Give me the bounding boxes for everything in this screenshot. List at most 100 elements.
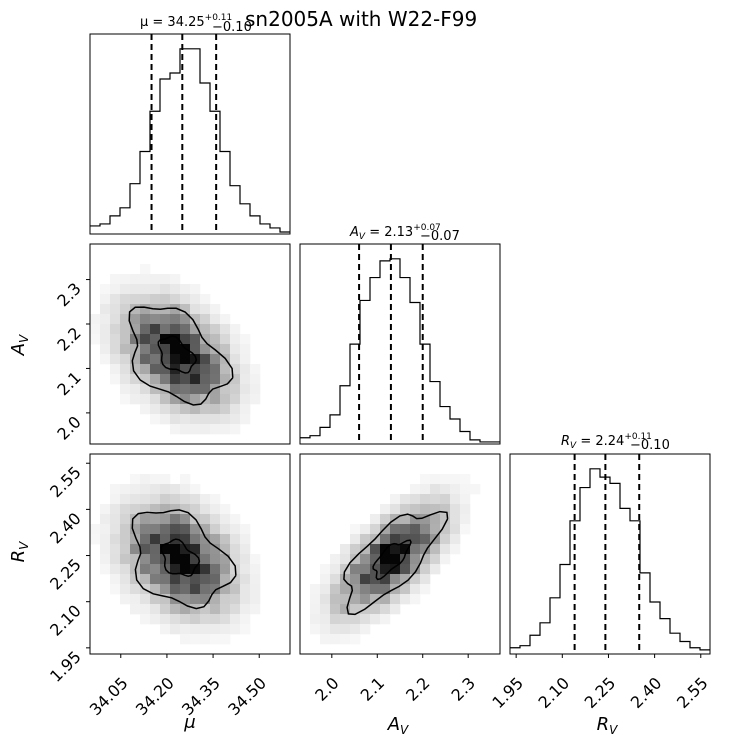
x-tick-label: 2.25 xyxy=(581,673,620,712)
density-cell xyxy=(170,394,181,405)
density-cell xyxy=(160,364,171,375)
density-cell xyxy=(400,574,411,585)
density-cell xyxy=(220,364,231,375)
y-tick-label: 2.1 xyxy=(53,368,84,399)
density-cell xyxy=(200,634,211,645)
density-cell xyxy=(250,584,261,595)
density-cell xyxy=(350,534,361,545)
density-cell xyxy=(240,594,251,605)
density-cell xyxy=(380,614,391,625)
density-cell xyxy=(230,324,241,335)
density-cell xyxy=(170,344,181,355)
density-cell xyxy=(100,354,111,365)
density-cell xyxy=(150,544,161,555)
density-cell xyxy=(450,504,461,515)
density-cell xyxy=(210,424,221,435)
density-cell xyxy=(140,504,151,515)
density-cell xyxy=(200,334,211,345)
density-cell xyxy=(370,584,381,595)
density-cell xyxy=(150,474,161,485)
density-cell xyxy=(350,624,361,635)
density-cell xyxy=(140,294,151,305)
density-cell xyxy=(380,504,391,515)
density-cell xyxy=(140,494,151,505)
density-cell xyxy=(180,294,191,305)
density-cell xyxy=(200,324,211,335)
density-cell xyxy=(140,554,151,565)
density-cell xyxy=(330,614,341,625)
density-cell xyxy=(430,514,441,525)
x-tick-label: 2.0 xyxy=(311,673,342,704)
density-cell xyxy=(240,554,251,565)
density-cell xyxy=(460,484,471,495)
density-cell xyxy=(120,374,131,385)
density-cell xyxy=(190,404,201,415)
density-cell xyxy=(450,494,461,505)
density-cell xyxy=(140,474,151,485)
density-cell xyxy=(190,624,201,635)
contour-line xyxy=(160,538,201,577)
density-cell xyxy=(180,484,191,495)
panel-frame xyxy=(89,453,291,655)
density-cell xyxy=(140,324,151,335)
density-cell xyxy=(110,534,121,545)
density-cell xyxy=(390,534,401,545)
density-cell xyxy=(240,614,251,625)
density-cell xyxy=(440,514,451,525)
density-cell xyxy=(250,594,261,605)
density-cell xyxy=(410,484,421,495)
density-cell xyxy=(320,564,331,575)
density-cell xyxy=(170,614,181,625)
density-cell xyxy=(460,474,471,485)
density-cell xyxy=(230,334,241,345)
density-cell xyxy=(220,424,231,435)
density-cell xyxy=(150,534,161,545)
density-cell xyxy=(150,484,161,495)
density-cell xyxy=(160,294,171,305)
density-cell xyxy=(230,544,241,555)
density-cell xyxy=(210,504,221,515)
density-cell xyxy=(190,294,201,305)
density-cell xyxy=(210,634,221,645)
density-cell xyxy=(200,514,211,525)
density-cell xyxy=(420,534,431,545)
density-cell xyxy=(130,494,141,505)
density-cell xyxy=(200,554,211,565)
density-cell xyxy=(310,614,321,625)
density-cell xyxy=(210,514,221,525)
density-cell xyxy=(130,294,141,305)
density-cell xyxy=(100,314,111,325)
density-cell xyxy=(320,614,331,625)
mu-title-text: μ = 34.25+0.11 xyxy=(140,13,232,30)
density-cell xyxy=(170,374,181,385)
density-cell xyxy=(160,414,171,425)
density-cell xyxy=(150,604,161,615)
density-cell xyxy=(430,544,441,555)
density-cell xyxy=(220,384,231,395)
density-cell xyxy=(190,314,201,325)
density-cell xyxy=(180,384,191,395)
density-cell xyxy=(370,604,381,615)
density-cell xyxy=(140,484,151,495)
density-cell xyxy=(410,564,421,575)
density-cell xyxy=(110,364,121,375)
density-cell xyxy=(330,624,341,635)
density-cell xyxy=(450,544,461,555)
density-cell xyxy=(410,574,421,585)
density-cell xyxy=(460,494,471,505)
density-cell xyxy=(130,324,141,335)
density-cell xyxy=(150,284,161,295)
density-cell xyxy=(450,484,461,495)
density-cell xyxy=(220,414,231,425)
density-cell xyxy=(120,324,131,335)
density-cell xyxy=(190,504,201,515)
panel-rv-vs-av xyxy=(299,453,501,655)
density-cell xyxy=(100,514,111,525)
density-cell xyxy=(120,294,131,305)
density-cell xyxy=(180,594,191,605)
density-cell xyxy=(310,584,321,595)
density-cell xyxy=(240,414,251,425)
density-cell xyxy=(420,554,431,565)
density-cell xyxy=(330,584,341,595)
density-cell xyxy=(230,624,241,635)
